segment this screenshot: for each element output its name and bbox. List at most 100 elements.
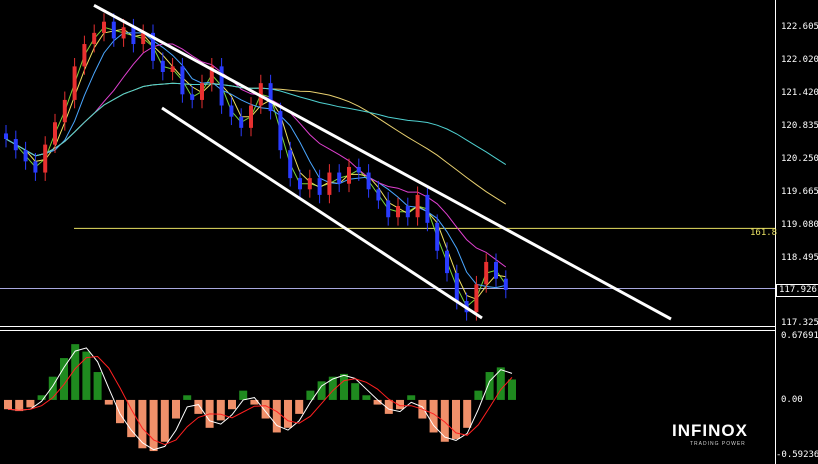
candle-body	[415, 194, 420, 218]
y-tick-118495: 118.495	[781, 253, 818, 263]
macd-histogram-bar	[239, 390, 248, 400]
macd-histogram-bar	[351, 383, 360, 400]
candle-body	[43, 144, 48, 173]
macd-histogram-bar	[127, 399, 136, 438]
candle-body	[141, 32, 146, 45]
macd-histogram-bar	[284, 399, 292, 428]
macd-histogram-bar	[60, 358, 68, 400]
macd-histogram-bar	[440, 399, 449, 442]
candle-body	[102, 21, 106, 33]
macd-histogram-bar	[116, 399, 124, 424]
macd-histogram-bar	[373, 399, 382, 405]
candle-body	[111, 21, 116, 39]
candle-body	[249, 105, 253, 128]
candle-body	[425, 194, 430, 223]
candle-body	[92, 32, 97, 45]
candle-body	[376, 189, 381, 201]
candle-body	[445, 250, 449, 274]
brand-logo: INFINOX	[672, 421, 748, 440]
macd-histogram-bar	[160, 399, 169, 442]
candle-body	[23, 150, 28, 162]
candle-body	[4, 133, 8, 140]
candle-body	[494, 261, 498, 279]
brand-tagline: TRADING POWER	[690, 441, 746, 447]
macd-histogram-bar	[485, 372, 494, 400]
moving-average-line	[5, 32, 506, 289]
macd-histogram-bar	[104, 399, 113, 405]
current-price-tag: 117.926	[776, 284, 818, 297]
macd-panel	[4, 344, 516, 452]
macd-histogram-bar	[15, 399, 24, 412]
macd-histogram-bar	[317, 381, 326, 400]
macd-histogram-bar	[48, 376, 57, 400]
macd-histogram-bar	[228, 399, 236, 410]
candle-body	[229, 105, 234, 117]
candle-body	[288, 150, 293, 179]
candle-body	[278, 111, 283, 151]
candle-body	[347, 166, 351, 184]
candle-body	[13, 139, 18, 151]
candle-body	[474, 284, 479, 313]
candle-body	[62, 99, 67, 123]
candle-body	[53, 122, 57, 145]
candle-body	[386, 200, 391, 218]
candle-body	[337, 172, 342, 184]
macd-histogram-bar	[429, 399, 438, 433]
candle-body	[268, 83, 273, 112]
macd-histogram-bar	[172, 399, 180, 419]
macd-histogram-bar	[194, 399, 203, 414]
y-tick-120250: 120.250	[781, 154, 818, 164]
candle-body	[72, 66, 77, 100]
candle-body	[82, 44, 87, 67]
macd-histogram-bar	[407, 395, 416, 400]
macd-histogram-bar	[93, 372, 102, 400]
macd-histogram-bar	[384, 399, 393, 414]
candle-body	[503, 278, 508, 290]
macd-histogram-bar	[26, 399, 35, 408]
macd-histogram-bar	[138, 399, 147, 449]
candle-body	[151, 32, 155, 61]
macd-histogram-bar	[508, 379, 516, 400]
candle-body	[317, 178, 322, 195]
macd-histogram-bar	[362, 395, 371, 400]
candle-body	[160, 60, 165, 72]
candle-body	[307, 178, 312, 190]
macd-histogram-bar	[183, 395, 192, 400]
moving-average-line	[5, 26, 507, 308]
candle-body	[180, 66, 185, 95]
candle-body	[435, 222, 440, 251]
candle-body	[209, 66, 214, 84]
candle-body	[239, 116, 244, 128]
y-tick-122020: 122.020	[781, 55, 818, 65]
macd-histogram-bar	[250, 399, 259, 405]
fib-label: 161.8	[750, 228, 778, 238]
macd-histogram-bar	[216, 399, 225, 421]
macd-histogram-bar	[261, 399, 270, 419]
macd-histogram-bar	[328, 376, 337, 400]
y-tick-122605: 122.605	[781, 22, 818, 32]
macd-signal-line	[7, 355, 513, 446]
candle-body	[33, 161, 38, 173]
macd-histogram-bar	[272, 399, 281, 433]
price-panel	[0, 3, 775, 321]
macd-tick-bottom: -0.59236	[776, 450, 818, 460]
moving-average-line	[5, 82, 507, 166]
macd-histogram-bar	[37, 395, 46, 400]
macd-tick-top: 0.67691	[781, 331, 818, 341]
macd-histogram-bar	[71, 344, 80, 400]
macd-histogram-bar	[4, 399, 12, 410]
macd-histogram-bar	[82, 351, 91, 400]
macd-signal-line	[7, 347, 513, 451]
candle-body	[170, 66, 175, 72]
macd-histogram-bar	[463, 399, 472, 428]
candle-body	[219, 66, 224, 106]
y-tick-119080: 119.080	[781, 220, 818, 230]
y-tick-120835: 120.835	[781, 121, 818, 131]
candle-body	[396, 206, 400, 218]
macd-tick-zero: 0.00	[781, 395, 803, 405]
candle-body	[356, 166, 361, 173]
candle-body	[298, 178, 302, 190]
candle-body	[454, 273, 459, 302]
candle-body	[366, 172, 371, 190]
macd-histogram-bar	[452, 399, 460, 439]
